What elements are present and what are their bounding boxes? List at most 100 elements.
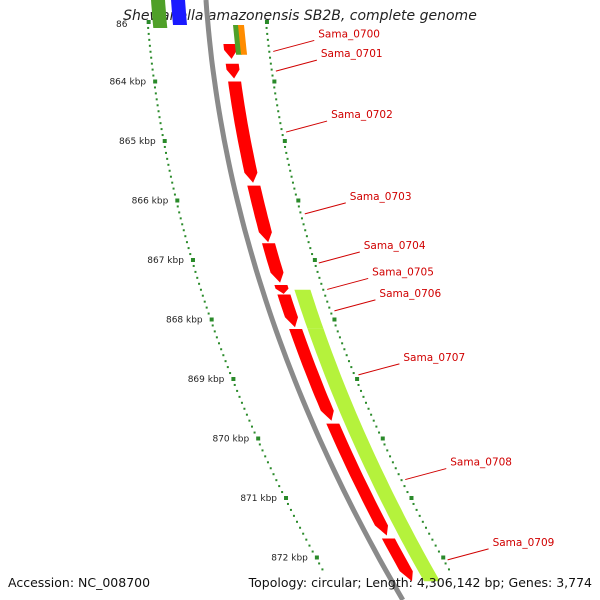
gene-arrow (289, 329, 334, 421)
tick-dot (285, 151, 288, 154)
tick-dot (217, 342, 220, 345)
tick-dot (167, 163, 170, 166)
gene-label[interactable]: Sama_0702 (331, 109, 393, 121)
accession-text: Accession: NC_008700 (8, 575, 151, 590)
tick-dot (184, 235, 187, 238)
tick-dot (357, 383, 360, 386)
tick-dot (383, 443, 386, 446)
gene-label[interactable]: Sama_0705 (372, 266, 434, 278)
tick-dot (421, 520, 424, 523)
kbp-label: 865 kbp (119, 137, 156, 147)
tick-dot (281, 491, 284, 494)
tick-dot (172, 187, 175, 190)
tick-dot (409, 496, 414, 500)
gene-label[interactable]: Sama_0704 (364, 240, 426, 252)
tick-dot (199, 288, 202, 291)
tick-dot (370, 413, 373, 416)
tick-dot (148, 38, 151, 41)
tick-dot (160, 128, 163, 131)
tick-dot (362, 395, 365, 398)
gene-label[interactable]: Sama_0703 (350, 191, 412, 203)
tick-dot (289, 169, 292, 172)
tick-dot (245, 413, 248, 416)
tick-dot (314, 555, 319, 560)
tick-dot (258, 443, 261, 446)
tick-dot (270, 68, 273, 71)
tick-dot (326, 300, 329, 303)
label-leader (334, 299, 376, 312)
tick-dot (297, 205, 300, 208)
genome-summary-text: Topology: circular; Length: 4,306,142 bp… (248, 575, 592, 590)
tick-dot (203, 300, 206, 303)
tick-dot (176, 205, 179, 208)
tick-dot (226, 366, 229, 369)
tick-dot (324, 294, 327, 297)
tick-dot (406, 491, 409, 494)
tick-dot (150, 56, 153, 59)
tick-dot (181, 223, 184, 226)
tick-dot (364, 401, 367, 404)
tick-dot (314, 264, 317, 267)
label-leader (273, 39, 315, 52)
tick-dot (189, 253, 192, 256)
tick-dot (266, 32, 269, 35)
tick-dot (308, 544, 311, 547)
forward-strand-track (223, 44, 413, 582)
label-leader (275, 59, 317, 72)
tick-dot (318, 562, 321, 565)
tick-dot (240, 401, 243, 404)
tick-dot (299, 526, 302, 529)
tick-dot (187, 247, 190, 250)
tick-dot (264, 20, 269, 24)
label-leader (304, 202, 346, 215)
tick-dot (147, 26, 150, 29)
tick-dot (336, 330, 339, 333)
tick-dot (372, 419, 375, 422)
kbp-label: 872 kbp (271, 554, 308, 564)
gene-label[interactable]: Sama_0706 (379, 288, 441, 300)
tick-dot (309, 247, 312, 250)
tick-dot (149, 50, 152, 53)
tick-dot (268, 50, 271, 53)
inner-tick-dots (146, 20, 324, 571)
tick-dot (278, 485, 281, 488)
tick-dot (274, 92, 277, 95)
tick-dot (269, 62, 272, 65)
gene-label[interactable]: Sama_0700 (318, 28, 380, 40)
tick-dot (153, 79, 158, 84)
tick-dot (185, 241, 188, 244)
reverse-feature (307, 328, 440, 582)
kbp-label: 866 kbp (132, 197, 169, 207)
tick-dot (175, 198, 180, 203)
gene-label[interactable]: Sama_0707 (403, 352, 465, 364)
tick-dot (265, 26, 268, 29)
tick-dot (157, 110, 160, 113)
gene-label[interactable]: Sama_0708 (450, 457, 512, 469)
tick-dot (272, 473, 275, 476)
tick-dot (289, 508, 292, 511)
tick-dot (198, 282, 201, 285)
tick-dot (290, 175, 293, 178)
tick-dot (153, 86, 156, 89)
gene-labels[interactable]: Sama_0700 Sama_0701 Sama_0702 Sama_0703 Sama… (273, 28, 555, 561)
tick-dot (311, 253, 314, 256)
tick-dot (286, 502, 289, 505)
tick-dot (311, 550, 314, 553)
tick-dot (320, 282, 323, 285)
tick-dot (190, 258, 195, 262)
tick-dot (295, 520, 298, 523)
tick-dot (299, 211, 302, 214)
gene-label[interactable]: Sama_0701 (321, 48, 383, 60)
tick-dot (162, 139, 167, 143)
tick-dot (437, 550, 440, 553)
tick-dot (261, 449, 264, 452)
gene-label[interactable]: Sama_0709 (493, 537, 555, 549)
tick-dot (332, 317, 337, 322)
tick-dot (296, 198, 301, 203)
tick-dot (152, 74, 155, 77)
tick-dot (355, 377, 360, 381)
tick-dot (166, 157, 169, 160)
tick-dot (294, 193, 297, 196)
tick-dot (305, 235, 308, 238)
tick-dot (286, 157, 289, 160)
